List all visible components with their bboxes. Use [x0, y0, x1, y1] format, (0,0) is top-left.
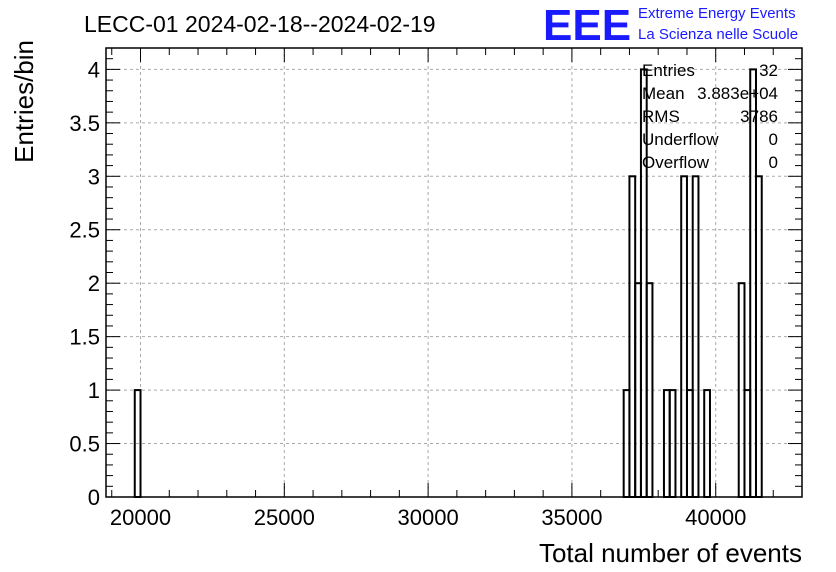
stat-label: Underflow [642, 130, 719, 149]
x-tick-label: 20000 [110, 505, 171, 530]
y-tick-label: 1.5 [69, 325, 100, 350]
y-axis-label: Entries/bin [9, 40, 39, 163]
eee-logo: EEE Extreme Energy Events La Scienza nel… [543, 1, 798, 50]
y-tick-label: 2 [88, 271, 100, 296]
x-tick-label: 30000 [398, 505, 459, 530]
y-tick-label: 1 [88, 378, 100, 403]
stat-value: 0 [769, 130, 778, 149]
x-tick-label: 40000 [685, 505, 746, 530]
stat-label: Mean [642, 84, 685, 103]
stat-value: 3786 [740, 107, 778, 126]
stat-label: Entries [642, 61, 695, 80]
histogram-bar [645, 282, 654, 499]
y-tick-label: 0.5 [69, 432, 100, 457]
y-tick-label: 4 [88, 57, 100, 82]
x-axis-label: Total number of events [539, 538, 802, 568]
histogram-bar [754, 175, 763, 499]
logo-line1: Extreme Energy Events [638, 5, 796, 22]
chart-title: LECC-01 2024-02-18--2024-02-19 [84, 11, 436, 37]
stats-box: Entries 32 Mean 3.883e+04 RMS 3786 Underflow 0 O… [642, 61, 778, 172]
stat-value: 32 [759, 61, 778, 80]
y-tick-label: 3 [88, 164, 100, 189]
x-tick-label: 35000 [541, 505, 602, 530]
y-tick-label: 2.5 [69, 218, 100, 243]
y-tick-label: 3.5 [69, 111, 100, 136]
logo-mark: EEE [543, 1, 631, 50]
stat-label: Overflow [642, 153, 710, 172]
logo-line2: La Scienza nelle Scuole [638, 26, 798, 43]
stat-label: RMS [642, 107, 680, 126]
y-tick-label: 0 [88, 485, 100, 510]
stat-value: 0 [769, 153, 778, 172]
stat-value: 3.883e+04 [697, 84, 778, 103]
x-axis: 20000 25000 30000 35000 40000 [110, 48, 803, 530]
x-tick-label: 25000 [254, 505, 315, 530]
y-axis: 0 0.5 1 1.5 2 2.5 3 3.5 4 [69, 47, 802, 510]
